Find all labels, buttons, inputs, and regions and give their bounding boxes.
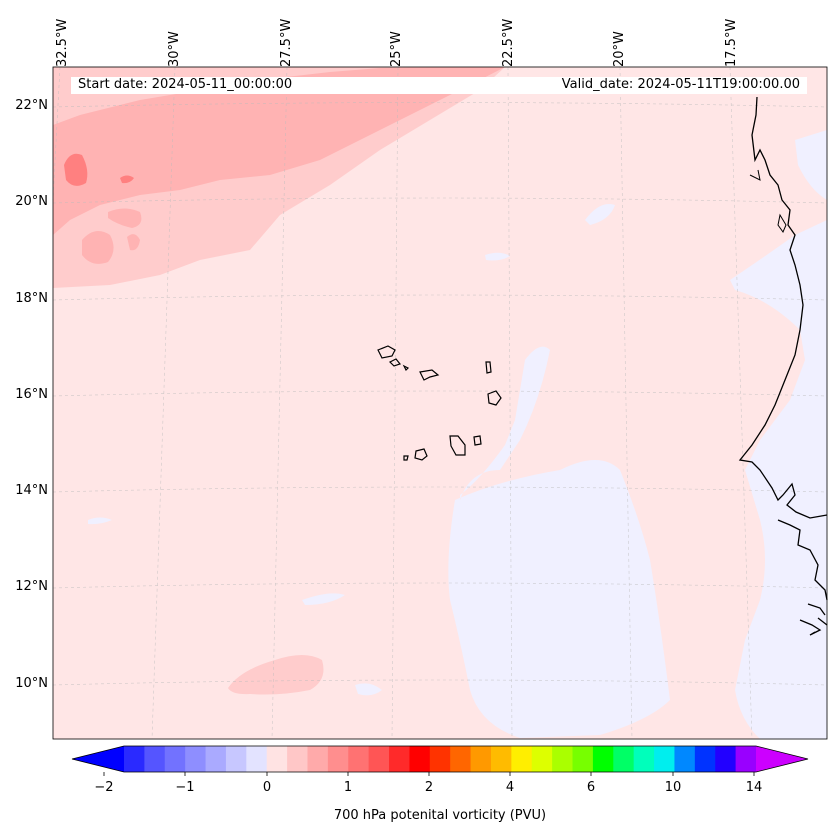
island-maio <box>473 435 482 446</box>
lon-label: 32.5°W <box>55 18 70 67</box>
colorbar-segment <box>715 746 737 772</box>
colorbar-segment <box>389 746 410 772</box>
colorbar-segment <box>409 746 431 772</box>
colorbar-segment <box>124 746 145 772</box>
lon-label: 17.5°W <box>724 18 739 67</box>
pv-field-medium-red-blob-b <box>108 208 142 228</box>
colorbar-tick-label: −2 <box>94 780 114 795</box>
colorbar-outline <box>71 745 809 773</box>
pv-field-light-blue-patch-a <box>585 204 615 225</box>
pv-field-light-blue-patch-e <box>88 517 112 525</box>
colorbar-segment <box>613 746 635 772</box>
colorbar-segment <box>185 746 207 772</box>
map-frame <box>52 66 828 740</box>
colorbar-label: 700 hPa potenital vorticity (PVU) <box>333 808 547 823</box>
colorbar-segment <box>735 746 757 772</box>
lon-label: 25°W <box>389 31 404 67</box>
colorbar-tick-label: −1 <box>175 780 195 795</box>
colorbar <box>71 745 809 776</box>
colorbar-segment <box>552 746 574 772</box>
colorbar-segment <box>450 746 472 772</box>
colorbar-segment <box>674 746 696 772</box>
cape-verde-islands <box>377 345 502 461</box>
valid-date-text: Valid_date: 2024-05-11T19:00:00.00 <box>561 77 800 92</box>
gridlines <box>52 66 828 740</box>
pv-field-light-blue-patch-b <box>485 252 510 261</box>
pv-field-light-blue-east <box>730 220 827 739</box>
africa-coastline <box>738 96 828 519</box>
colorbar-extend-high <box>756 746 808 772</box>
pv-field-medium-red <box>53 67 505 235</box>
island-sao-vicente <box>388 358 402 367</box>
colorbar-segment <box>572 746 594 772</box>
colorbar-segment <box>307 746 329 772</box>
colorbar-segment <box>633 746 655 772</box>
colorbar-segment <box>654 746 675 772</box>
lat-label: 16°N <box>15 387 48 402</box>
island-fogo <box>414 448 428 461</box>
africa-coast-inlet <box>749 169 787 234</box>
pv-field-medium-red-south <box>228 655 324 695</box>
colorbar-segment <box>164 746 186 772</box>
lat-label: 22°N <box>15 98 48 113</box>
pv-field-medium-red-blob-c <box>127 234 140 251</box>
colorbar-tick-label: 4 <box>505 780 515 795</box>
colorbar-segment <box>429 746 451 772</box>
colorbar-segment <box>592 746 614 772</box>
colorbar-segment <box>531 746 553 772</box>
pv-field-strong-red-small <box>120 175 134 184</box>
colorbar-segment <box>246 746 268 772</box>
start-date-text: Start date: 2024-05-11_00:00:00 <box>78 77 293 92</box>
island-santa-luzia <box>402 364 410 372</box>
lat-label: 18°N <box>15 291 48 306</box>
colorbar-segment <box>327 746 349 772</box>
colorbar-segment <box>205 746 227 772</box>
colorbar-segment <box>368 746 390 772</box>
colorbar-segment <box>511 746 533 772</box>
pv-field-light-blue-north-east <box>795 130 827 200</box>
pv-field-light-blue-patch-d <box>355 683 382 696</box>
lon-label: 27.5°W <box>279 18 294 67</box>
lat-label: 10°N <box>15 676 48 691</box>
pv-field-light-blue-patch-c <box>302 593 345 605</box>
colorbar-tick-label: 10 <box>664 780 682 795</box>
colorbar-tick-label: 0 <box>262 780 272 795</box>
island-brava <box>403 455 409 461</box>
island-santo-antao <box>377 345 396 359</box>
lon-label: 22.5°W <box>501 18 516 67</box>
island-sao-nicolau <box>419 369 440 381</box>
lon-label: 30°W <box>167 31 182 67</box>
colorbar-segment <box>144 746 166 772</box>
lat-label: 20°N <box>15 194 48 209</box>
colorbar-segment <box>490 746 512 772</box>
island-boa-vista <box>487 390 502 406</box>
colorbar-tick-label: 14 <box>745 780 763 795</box>
colorbar-segment <box>266 746 288 772</box>
pv-field-strong-red <box>64 153 88 186</box>
colorbar-tick-label: 1 <box>343 780 353 795</box>
colorbar-segment <box>225 746 247 772</box>
pv-field-light-blue-central <box>448 346 670 738</box>
island-santiago <box>449 435 466 456</box>
pv-field-medium-red-blob-a <box>82 231 114 264</box>
colorbar-tick-label: 6 <box>586 780 596 795</box>
island-sal <box>485 361 492 374</box>
colorbar-segment <box>694 746 716 772</box>
lon-label: 20°W <box>612 31 627 67</box>
colorbar-tick-label: 2 <box>424 780 434 795</box>
lat-label: 12°N <box>15 579 48 594</box>
colorbar-segment <box>470 746 492 772</box>
date-info-box: Start date: 2024-05-11_00:00:00 Valid_da… <box>71 77 807 94</box>
colorbar-segment <box>348 746 370 772</box>
africa-coastline-south <box>777 519 828 636</box>
colorbar-extend-low <box>72 746 124 772</box>
colorbar-segment <box>287 746 308 772</box>
lat-label: 14°N <box>15 483 48 498</box>
